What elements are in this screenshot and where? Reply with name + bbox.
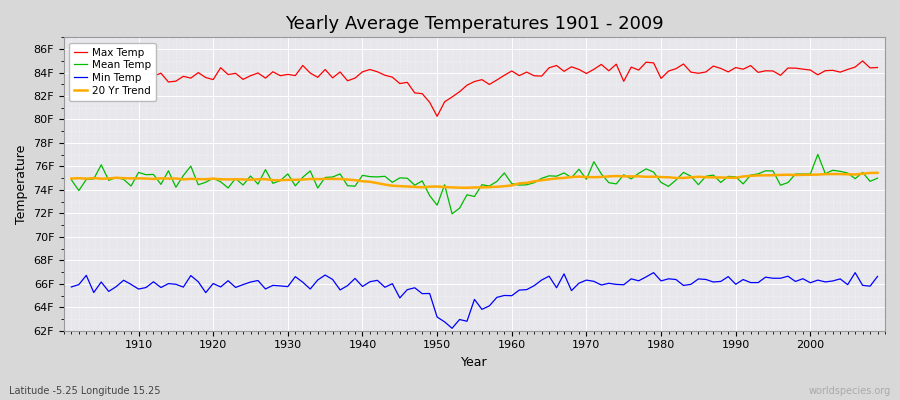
Mean Temp	[290, 184, 301, 188]
20 Yr Trend	[66, 176, 77, 181]
Max Temp	[290, 73, 301, 78]
Line: Mean Temp: Mean Temp	[71, 154, 878, 214]
20 Yr Trend	[126, 176, 137, 181]
Mean Temp	[335, 172, 346, 176]
Mean Temp	[603, 180, 614, 185]
Legend: Max Temp, Mean Temp, Min Temp, 20 Yr Trend: Max Temp, Mean Temp, Min Temp, 20 Yr Tre…	[69, 42, 157, 101]
Mean Temp	[126, 184, 137, 188]
X-axis label: Year: Year	[461, 356, 488, 369]
Min Temp	[66, 284, 77, 289]
Max Temp	[507, 68, 517, 73]
Mean Temp	[507, 181, 517, 186]
Max Temp	[126, 74, 137, 79]
Max Temp	[857, 58, 868, 63]
Max Temp	[432, 114, 443, 119]
20 Yr Trend	[603, 174, 614, 179]
20 Yr Trend	[290, 177, 301, 182]
Line: Min Temp: Min Temp	[71, 273, 878, 328]
20 Yr Trend	[335, 176, 346, 181]
20 Yr Trend	[872, 170, 883, 175]
Y-axis label: Temperature: Temperature	[15, 144, 28, 224]
Title: Yearly Average Temperatures 1901 - 2009: Yearly Average Temperatures 1901 - 2009	[285, 15, 664, 33]
Mean Temp	[446, 211, 457, 216]
Min Temp	[507, 293, 517, 298]
Mean Temp	[514, 183, 525, 188]
Max Temp	[603, 68, 614, 73]
Min Temp	[872, 274, 883, 279]
Min Temp	[514, 288, 525, 292]
Max Temp	[335, 70, 346, 74]
Line: 20 Yr Trend: 20 Yr Trend	[71, 173, 878, 188]
Line: Max Temp: Max Temp	[71, 61, 878, 116]
Min Temp	[335, 288, 346, 292]
Min Temp	[648, 270, 659, 275]
Text: Latitude -5.25 Longitude 15.25: Latitude -5.25 Longitude 15.25	[9, 386, 160, 396]
Max Temp	[872, 65, 883, 70]
Min Temp	[290, 274, 301, 279]
Max Temp	[66, 70, 77, 75]
20 Yr Trend	[462, 185, 472, 190]
Min Temp	[126, 282, 137, 287]
Mean Temp	[813, 152, 824, 157]
Text: worldspecies.org: worldspecies.org	[809, 386, 891, 396]
20 Yr Trend	[507, 183, 517, 188]
Min Temp	[603, 281, 614, 286]
Mean Temp	[66, 177, 77, 182]
Min Temp	[446, 326, 457, 331]
Max Temp	[514, 73, 525, 78]
Mean Temp	[872, 176, 883, 180]
20 Yr Trend	[514, 181, 525, 186]
